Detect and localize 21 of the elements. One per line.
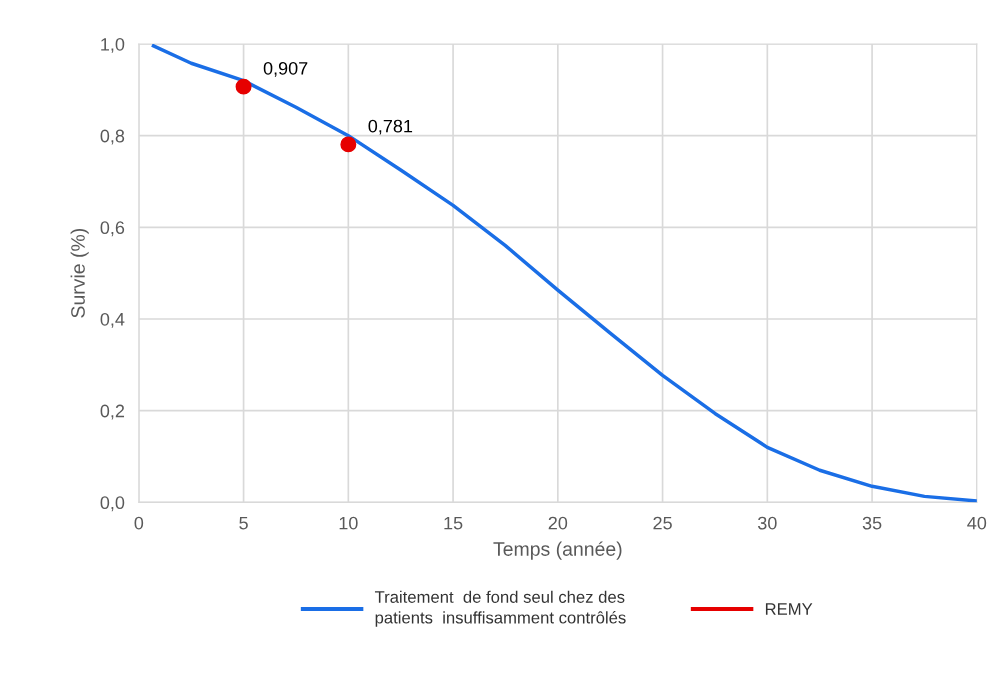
x-tick-label: 0 (134, 516, 144, 530)
legend-label: Traitement de fond seul chez des patients insuffisamment contrôlés (374, 590, 626, 627)
x-tick-label: 25 (653, 516, 672, 530)
y-tick-label: 0,2 (100, 404, 125, 420)
data-label: 0,907 (263, 61, 308, 77)
y-axis-title: Survie (%) (70, 229, 89, 318)
y-tick-label: 0,6 (100, 221, 125, 237)
x-tick-label: 35 (862, 516, 882, 530)
x-axis-title: Temps (année) (493, 541, 622, 560)
x-tick-label: 10 (339, 516, 358, 530)
data-label: 0,781 (368, 119, 413, 135)
y-tick-label: 0,4 (100, 312, 125, 328)
y-tick-label: 0,0 (100, 496, 125, 512)
x-tick-label: 15 (444, 516, 463, 530)
y-tick-label: 0,8 (100, 129, 125, 145)
x-tick-label: 40 (967, 516, 987, 530)
x-tick-label: 30 (757, 516, 777, 530)
x-tick-label: 5 (239, 516, 248, 530)
x-tick-label: 20 (548, 516, 568, 530)
y-tick-label: 1,0 (101, 37, 125, 53)
legend-label: REMY (765, 603, 813, 615)
